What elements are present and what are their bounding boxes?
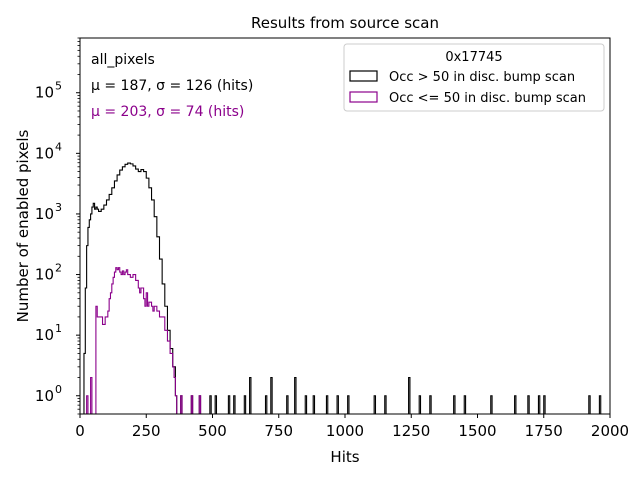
y-tick-exponent: 4 (55, 140, 62, 153)
y-tick-exponent: 5 (55, 80, 62, 93)
y-tick-label: 10 (35, 387, 54, 405)
legend: 0x17745 Occ > 50 in disc. bump scan Occ … (343, 43, 605, 112)
y-tick-exponent: 1 (55, 322, 62, 335)
series-line-0 (82, 162, 603, 415)
x-axis-label: Hits (330, 448, 359, 466)
annotation-label: all_pixels (91, 52, 155, 68)
chart-title: Results from source scan (251, 14, 439, 32)
y-tick-exponent: 2 (55, 262, 62, 275)
y-tick-exponent: 0 (55, 383, 62, 396)
x-tick-label: 750 (264, 422, 293, 440)
legend-entry-black: Occ > 50 in disc. bump scan (389, 70, 575, 85)
x-tick-label: 0 (75, 422, 85, 440)
legend-title: 0x17745 (445, 50, 502, 65)
legend-box (343, 43, 605, 112)
y-tick-label: 10 (35, 84, 54, 102)
x-tick-label: 250 (132, 422, 161, 440)
annotations: all_pixels μ = 187, σ = 126 (hits) μ = 2… (91, 52, 253, 120)
annotation-stats-purple: μ = 203, σ = 74 (hits) (91, 104, 244, 120)
x-axis: 0 250 500 750 1000 1250 1500 1750 2000 (75, 414, 629, 440)
x-tick-label: 1250 (392, 422, 430, 440)
y-axis-label: Number of enabled pixels (14, 129, 32, 322)
legend-entry-purple: Occ <= 50 in disc. bump scan (389, 91, 586, 106)
y-tick-label: 10 (35, 266, 54, 284)
legend-swatch-black (349, 70, 378, 82)
series-line-1 (85, 267, 202, 415)
series-layer (82, 162, 603, 415)
x-tick-label: 500 (198, 422, 227, 440)
y-tick-label: 10 (35, 326, 54, 344)
x-tick-label: 1500 (458, 422, 496, 440)
x-tick-label: 2000 (591, 422, 629, 440)
y-tick-label: 10 (35, 144, 54, 162)
y-tick-exponent: 3 (55, 201, 62, 214)
annotation-stats-black: μ = 187, σ = 126 (hits) (91, 78, 253, 94)
x-tick-label: 1000 (326, 422, 364, 440)
x-tick-label: 1750 (525, 422, 563, 440)
legend-swatch-purple (349, 91, 378, 103)
y-tick-label: 10 (35, 205, 54, 223)
